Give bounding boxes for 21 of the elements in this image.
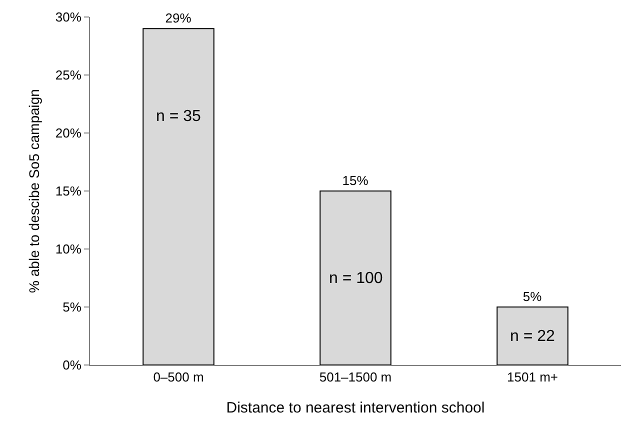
data-label: 29% bbox=[165, 10, 192, 26]
y-tick-label: 15% bbox=[55, 184, 82, 199]
y-tick-label: 20% bbox=[55, 126, 82, 141]
annotation: n = 100 bbox=[329, 270, 383, 287]
x-tick-label: 0–500 m bbox=[153, 370, 204, 385]
annotation: n = 22 bbox=[510, 328, 556, 345]
y-tick-label: 30% bbox=[55, 10, 82, 25]
bar bbox=[496, 306, 568, 365]
data-label: 5% bbox=[522, 289, 542, 304]
y-axis-title: % able to descibe So5 campaign bbox=[26, 89, 42, 293]
x-tick-label: 1501 m+ bbox=[507, 370, 558, 385]
annotation: n = 35 bbox=[156, 108, 202, 125]
x-tick-label: 501–1500 m bbox=[319, 370, 392, 385]
y-tick-label: 5% bbox=[62, 300, 82, 315]
x-axis-title: Distance to nearest intervention school bbox=[226, 400, 485, 417]
y-tick-label: 25% bbox=[55, 68, 82, 83]
y-tick-label: 10% bbox=[55, 242, 82, 257]
y-tick-label: 0% bbox=[62, 358, 82, 373]
bar bbox=[142, 28, 214, 365]
data-label: 15% bbox=[342, 173, 369, 188]
bar bbox=[320, 190, 392, 365]
